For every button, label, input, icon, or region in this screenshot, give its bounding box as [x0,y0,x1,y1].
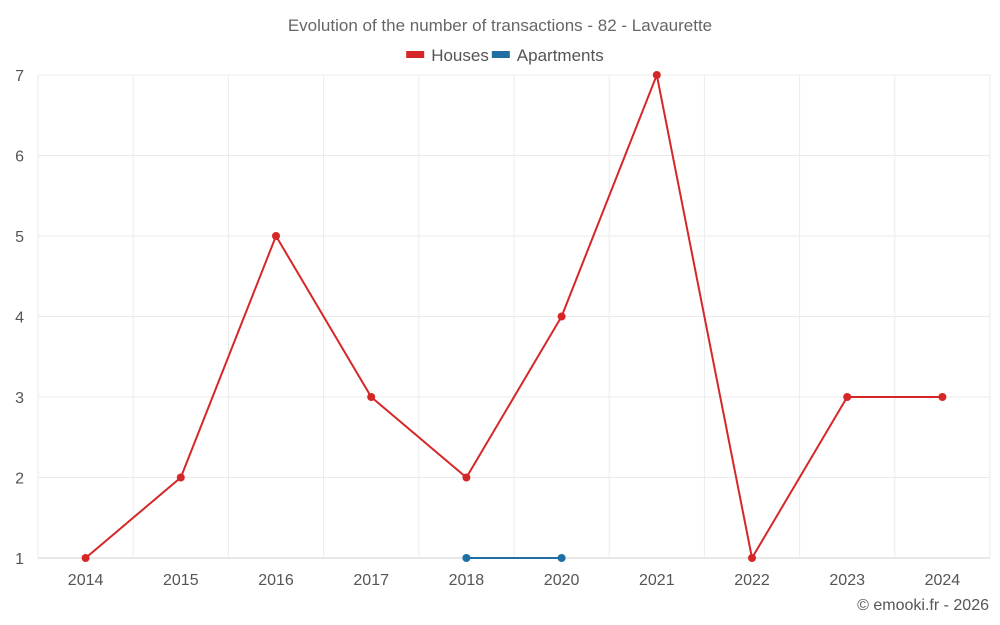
y-tick-label: 6 [15,149,24,166]
x-tick-label: 2015 [163,572,199,589]
data-point[interactable] [843,393,852,401]
legend: Houses Apartments [406,46,604,65]
legend-item-apartments[interactable]: Apartments [491,46,604,65]
x-tick-label: 2017 [353,572,389,589]
y-tick-label: 1 [15,551,24,568]
legend-swatch [491,51,510,58]
x-tick-label: 2020 [544,572,580,589]
legend-swatch [406,51,425,58]
x-tick-label: 2014 [68,572,104,589]
chart-title: Evolution of the number of transactions … [288,16,712,35]
x-tick-label: 2023 [829,572,865,589]
data-point[interactable] [176,473,185,482]
data-point[interactable] [272,232,280,240]
legend-label: Houses [431,46,489,65]
data-point[interactable] [938,393,947,401]
grid [37,74,991,559]
data-point[interactable] [81,554,90,562]
legend-item-houses[interactable]: Houses [406,46,489,65]
y-tick-label: 7 [15,68,24,85]
data-point[interactable] [367,393,376,401]
series-layer [81,71,947,562]
data-point[interactable] [748,554,756,562]
series-line [84,74,943,559]
x-axis: 2014 2015 2016 2017 2018 2020 2021 2022 2023 2024 [68,572,960,589]
series-apartments [462,554,566,562]
x-tick-label: 2018 [449,572,485,589]
credit-text: © emooki.fr - 2026 [857,597,989,614]
data-point[interactable] [557,554,566,562]
series-houses [81,71,947,562]
y-tick-label: 2 [15,471,24,488]
data-point[interactable] [652,71,661,79]
data-point[interactable] [557,312,566,321]
x-tick-label: 2021 [639,572,675,589]
x-tick-label: 2016 [258,572,294,589]
data-point[interactable] [462,473,471,482]
x-tick-label: 2022 [734,572,770,589]
data-point[interactable] [462,554,471,562]
legend-label: Apartments [517,46,604,65]
x-tick-label: 2024 [925,572,961,589]
y-tick-label: 5 [15,229,24,246]
y-axis: 1 2 3 4 5 6 7 [15,68,24,568]
y-tick-label: 4 [15,310,24,327]
y-tick-label: 3 [15,390,24,407]
